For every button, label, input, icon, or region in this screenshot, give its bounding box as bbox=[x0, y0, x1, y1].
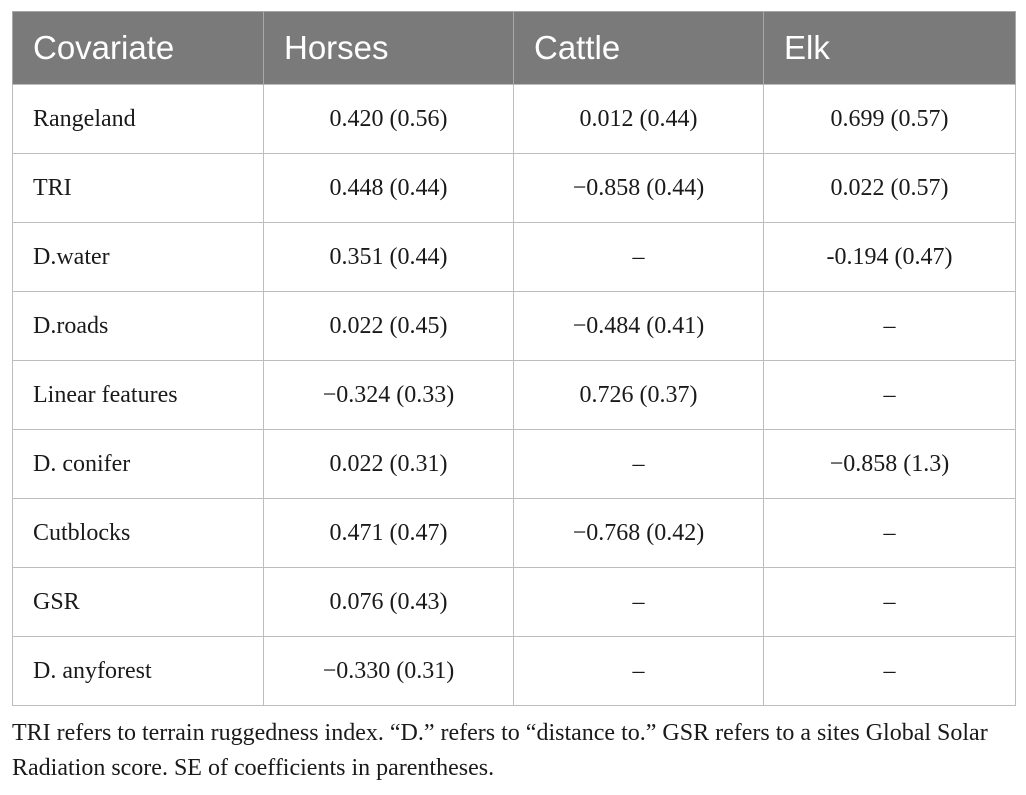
cattle-cell: 0.726 (0.37) bbox=[513, 360, 764, 430]
table-row: D.roads 0.022 (0.45) −0.484 (0.41) – bbox=[12, 291, 1016, 361]
covariate-cell: D.roads bbox=[12, 291, 264, 361]
covariate-cell: D. anyforest bbox=[12, 636, 264, 706]
horses-cell: 0.420 (0.56) bbox=[263, 84, 514, 154]
header-elk: Elk bbox=[763, 11, 1016, 85]
table-row: D.water 0.351 (0.44) – -0.194 (0.47) bbox=[12, 222, 1016, 292]
covariate-cell: Rangeland bbox=[12, 84, 264, 154]
covariate-cell: TRI bbox=[12, 153, 264, 223]
header-horses: Horses bbox=[263, 11, 514, 85]
covariate-cell: Cutblocks bbox=[12, 498, 264, 568]
elk-cell: – bbox=[763, 360, 1016, 430]
header-cattle: Cattle bbox=[513, 11, 764, 85]
cattle-cell: −0.768 (0.42) bbox=[513, 498, 764, 568]
header-covariate: Covariate bbox=[12, 11, 264, 85]
table-footnote: TRI refers to terrain ruggedness index. … bbox=[12, 720, 988, 781]
cattle-cell: – bbox=[513, 567, 764, 637]
elk-cell: – bbox=[763, 498, 1016, 568]
cattle-cell: 0.012 (0.44) bbox=[513, 84, 764, 154]
table-row: D. anyforest −0.330 (0.31) – – bbox=[12, 636, 1016, 706]
coefficient-table: Covariate Horses Cattle Elk Rangeland 0.… bbox=[12, 11, 1016, 706]
coefficient-table-container: Covariate Horses Cattle Elk Rangeland 0.… bbox=[12, 11, 1016, 706]
table-row: GSR 0.076 (0.43) – – bbox=[12, 567, 1016, 637]
cattle-cell: – bbox=[513, 222, 764, 292]
elk-cell: – bbox=[763, 636, 1016, 706]
cattle-cell: −0.484 (0.41) bbox=[513, 291, 764, 361]
elk-cell: -0.194 (0.47) bbox=[763, 222, 1016, 292]
horses-cell: 0.351 (0.44) bbox=[263, 222, 514, 292]
horses-cell: 0.022 (0.31) bbox=[263, 429, 514, 499]
covariate-cell: Linear features bbox=[12, 360, 264, 430]
covariate-cell: D. conifer bbox=[12, 429, 264, 499]
covariate-cell: GSR bbox=[12, 567, 264, 637]
table-row: TRI 0.448 (0.44) −0.858 (0.44) 0.022 (0.… bbox=[12, 153, 1016, 223]
elk-cell: – bbox=[763, 567, 1016, 637]
covariate-cell: D.water bbox=[12, 222, 264, 292]
elk-cell: −0.858 (1.3) bbox=[763, 429, 1016, 499]
horses-cell: 0.022 (0.45) bbox=[263, 291, 514, 361]
cattle-cell: – bbox=[513, 636, 764, 706]
elk-cell: – bbox=[763, 291, 1016, 361]
table-row: D. conifer 0.022 (0.31) – −0.858 (1.3) bbox=[12, 429, 1016, 499]
horses-cell: 0.076 (0.43) bbox=[263, 567, 514, 637]
horses-cell: −0.324 (0.33) bbox=[263, 360, 514, 430]
horses-cell: 0.448 (0.44) bbox=[263, 153, 514, 223]
table-body: Rangeland 0.420 (0.56) 0.012 (0.44) 0.69… bbox=[12, 84, 1016, 706]
cattle-cell: −0.858 (0.44) bbox=[513, 153, 764, 223]
horses-cell: −0.330 (0.31) bbox=[263, 636, 514, 706]
table-header: Covariate Horses Cattle Elk bbox=[12, 11, 1016, 85]
header-row: Covariate Horses Cattle Elk bbox=[12, 11, 1016, 85]
horses-cell: 0.471 (0.47) bbox=[263, 498, 514, 568]
elk-cell: 0.699 (0.57) bbox=[763, 84, 1016, 154]
elk-cell: 0.022 (0.57) bbox=[763, 153, 1016, 223]
table-row: Rangeland 0.420 (0.56) 0.012 (0.44) 0.69… bbox=[12, 84, 1016, 154]
cattle-cell: – bbox=[513, 429, 764, 499]
table-row: Linear features −0.324 (0.33) 0.726 (0.3… bbox=[12, 360, 1016, 430]
table-row: Cutblocks 0.471 (0.47) −0.768 (0.42) – bbox=[12, 498, 1016, 568]
